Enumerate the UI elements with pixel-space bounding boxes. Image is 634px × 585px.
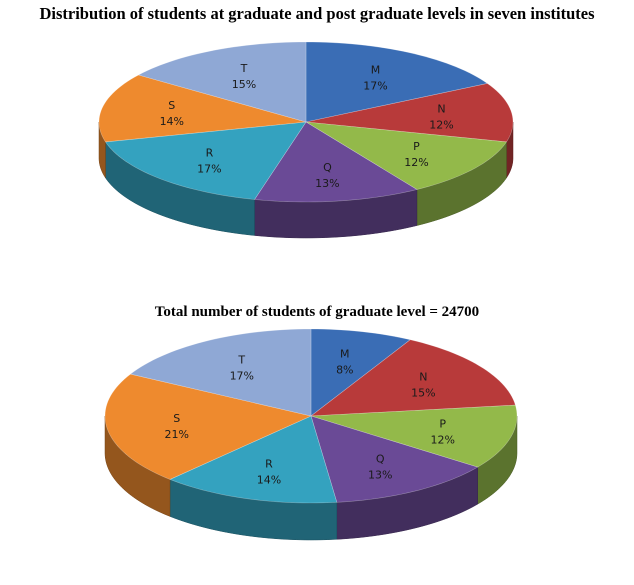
slice-value-label: 17% [363,80,387,93]
slice-value-label: 12% [430,433,454,446]
pie-chart-2: M 8% N 15% P 12% Q 13% R 14% S 21% T 17% [104,328,518,541]
pie-slice-N [305,83,514,143]
slice-category-label: R [265,458,273,471]
pie-slice-S [104,373,312,480]
slice-category-label: S [168,99,175,112]
pie-slice-Q [253,121,418,203]
slice-value-label: 12% [429,118,453,131]
chart-title: Distribution of students at graduate and… [39,4,595,23]
slice-category-label: R [206,146,214,159]
slice-value-label: 14% [257,474,281,487]
slice-value-label: 14% [160,115,184,128]
slice-value-label: 12% [404,156,428,169]
slice-category-label: T [240,62,248,75]
slice-category-label: T [237,354,245,367]
pie-slice-R [104,121,307,200]
pie-slice-T [129,328,312,417]
slice-category-label: Q [323,161,332,174]
pie-slice-T [137,41,307,123]
slice-value-label: 13% [315,177,339,190]
pie-slice-S [98,74,307,143]
slice-category-label: P [439,417,446,430]
slice-category-label: S [173,412,180,425]
pie-slice-P [305,121,508,190]
slice-category-label: M [371,64,381,77]
pie-side-S [98,122,106,179]
slice-value-label: 15% [411,387,435,400]
slice-value-label: 15% [232,78,256,91]
chart-subtitle: Total number of students of graduate lev… [154,304,480,320]
slice-value-label: 17% [197,162,221,175]
slice-category-label: P [413,140,420,153]
pie-slice-Q [310,415,479,503]
slice-category-label: M [340,347,350,360]
pie-side-S [104,415,171,517]
slice-category-label: N [437,102,445,115]
pie-chart-1: M 17% N 12% P 12% Q 13% R 17% S 14% T 15% [98,41,514,239]
pie-slice-P [310,404,518,468]
slice-value-label: 8% [336,363,353,376]
pie-slice-R [169,415,338,504]
slice-value-label: 21% [164,428,188,441]
pie-slice-M [305,41,489,123]
slice-value-label: 13% [368,468,392,481]
slice-category-label: N [419,371,427,384]
pie-slice-N [310,339,516,417]
pie-slice-M [310,328,411,417]
slice-category-label: Q [376,452,385,465]
slice-value-label: 17% [230,370,254,383]
